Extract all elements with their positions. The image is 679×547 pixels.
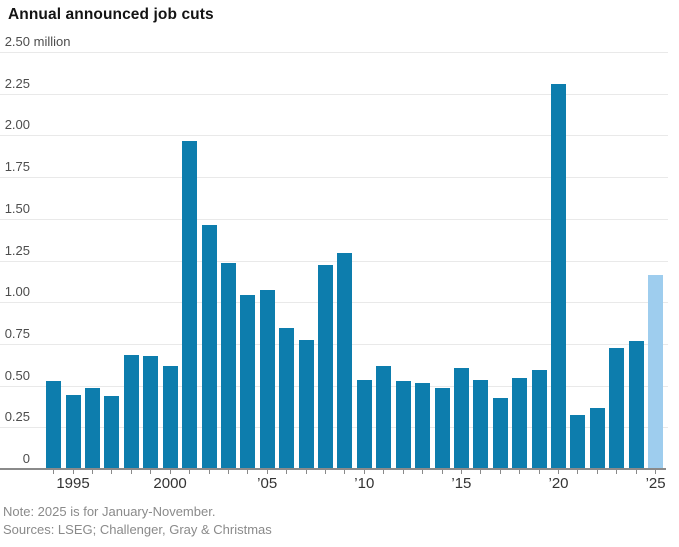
gridline-2.50 bbox=[0, 52, 668, 53]
bar-2018 bbox=[512, 377, 528, 468]
bar-2014 bbox=[434, 387, 450, 468]
x-tick-1999 bbox=[150, 470, 152, 474]
x-tick-2007 bbox=[305, 470, 307, 474]
gridline-2.00 bbox=[0, 135, 668, 137]
bar-2006 bbox=[279, 327, 295, 468]
x-tick-2025 bbox=[655, 470, 657, 474]
x-axis-label-2010: ’10 bbox=[354, 475, 375, 492]
x-tick-1998 bbox=[130, 470, 132, 474]
x-axis-label-2020: ’20 bbox=[548, 475, 569, 492]
bar-2022 bbox=[589, 408, 605, 468]
gridline-1.00 bbox=[0, 302, 668, 304]
chart-sources: Sources: LSEG; Challenger, Gray & Christ… bbox=[3, 522, 272, 537]
bar-2000 bbox=[162, 366, 178, 468]
gridline-2.25 bbox=[0, 93, 668, 95]
x-tick-2015 bbox=[460, 470, 462, 474]
gridline-1.25 bbox=[0, 260, 668, 262]
x-tick-2020 bbox=[558, 470, 559, 474]
gridline-1.50 bbox=[0, 218, 668, 220]
x-axis-baseline bbox=[0, 468, 666, 470]
x-tick-2019 bbox=[538, 470, 540, 474]
y-axis-label-1.50: 1.50 bbox=[4, 200, 30, 216]
y-axis-label-1.75: 1.75 bbox=[4, 159, 30, 175]
x-tick-2004 bbox=[247, 470, 249, 474]
bar-2012 bbox=[395, 381, 411, 468]
x-tick-2013 bbox=[422, 470, 424, 474]
x-tick-2023 bbox=[616, 470, 618, 474]
x-tick-2006 bbox=[286, 470, 288, 474]
bar-1996 bbox=[84, 387, 100, 468]
x-tick-2003 bbox=[227, 470, 229, 474]
bar-2010 bbox=[356, 379, 372, 468]
x-axis-label-2000: 2000 bbox=[153, 475, 187, 492]
bar-1998 bbox=[123, 354, 139, 468]
bar-2023 bbox=[609, 347, 625, 468]
x-tick-1995 bbox=[72, 470, 74, 474]
gridline-1.75 bbox=[0, 177, 668, 179]
gridline-0.25 bbox=[0, 427, 668, 429]
x-tick-2000 bbox=[169, 470, 171, 474]
x-tick-2005 bbox=[266, 470, 268, 474]
y-axis-label-1.25: 1.25 bbox=[4, 242, 30, 258]
bar-2009 bbox=[337, 252, 353, 468]
y-axis-label-0.25: 0.25 bbox=[4, 409, 30, 425]
bar-2015 bbox=[453, 367, 469, 468]
x-tick-1997 bbox=[111, 470, 113, 474]
x-tick-2024 bbox=[635, 470, 637, 474]
y-axis-label-1.00: 1.00 bbox=[4, 284, 30, 300]
y-axis-label-0: 0 bbox=[22, 451, 30, 466]
gridline-0.75 bbox=[0, 343, 668, 345]
bar-1994 bbox=[46, 381, 62, 468]
bar-2017 bbox=[492, 397, 508, 468]
x-tick-2001 bbox=[189, 470, 190, 474]
x-tick-2018 bbox=[519, 470, 521, 474]
bar-2019 bbox=[531, 369, 547, 468]
x-tick-2022 bbox=[596, 470, 598, 474]
x-tick-2009 bbox=[344, 470, 346, 474]
x-tick-2017 bbox=[499, 470, 501, 474]
bar-2004 bbox=[240, 294, 256, 468]
x-axis-label-1995: 1995 bbox=[56, 475, 90, 492]
bar-1995 bbox=[65, 394, 81, 468]
bar-2013 bbox=[415, 382, 431, 468]
bar-2002 bbox=[201, 224, 217, 468]
bar-1999 bbox=[143, 356, 159, 468]
x-axis-label-2015: ’15 bbox=[451, 475, 472, 492]
bar-2021 bbox=[570, 414, 586, 468]
x-tick-2010 bbox=[363, 470, 365, 474]
bar-2005 bbox=[259, 289, 275, 468]
chart-title: Annual announced job cuts bbox=[8, 6, 214, 23]
x-axis-label-2025: ’25 bbox=[645, 475, 666, 492]
bar-1997 bbox=[104, 396, 120, 468]
bar-2024 bbox=[628, 341, 644, 468]
bar-2007 bbox=[298, 339, 314, 468]
bar-2008 bbox=[318, 264, 333, 468]
y-axis-label-0.50: 0.50 bbox=[4, 367, 30, 383]
y-axis-label-0.75: 0.75 bbox=[4, 325, 30, 341]
x-tick-1994 bbox=[53, 470, 55, 474]
y-axis-label-2.25: 2.25 bbox=[4, 75, 30, 91]
x-tick-1996 bbox=[91, 470, 93, 474]
gridline-0.50 bbox=[0, 385, 668, 387]
x-tick-2008 bbox=[325, 470, 326, 474]
bar-2011 bbox=[376, 366, 392, 468]
x-tick-2016 bbox=[480, 470, 482, 474]
x-axis-label-2005: ’05 bbox=[257, 475, 278, 492]
x-tick-2011 bbox=[383, 470, 385, 474]
x-tick-2014 bbox=[441, 470, 443, 474]
x-tick-2002 bbox=[208, 470, 210, 474]
bar-2016 bbox=[473, 379, 489, 468]
bar-2003 bbox=[220, 262, 236, 468]
y-axis-label-2.00: 2.00 bbox=[4, 117, 30, 133]
chart-note: Note: 2025 is for January-November. bbox=[3, 504, 216, 519]
bar-2001 bbox=[182, 141, 197, 468]
x-tick-2021 bbox=[577, 470, 579, 474]
bar-2020 bbox=[551, 84, 566, 468]
y-axis-label-2.50: 2.50 million bbox=[4, 34, 71, 49]
x-tick-2012 bbox=[402, 470, 404, 474]
bar-2025 bbox=[648, 274, 664, 468]
